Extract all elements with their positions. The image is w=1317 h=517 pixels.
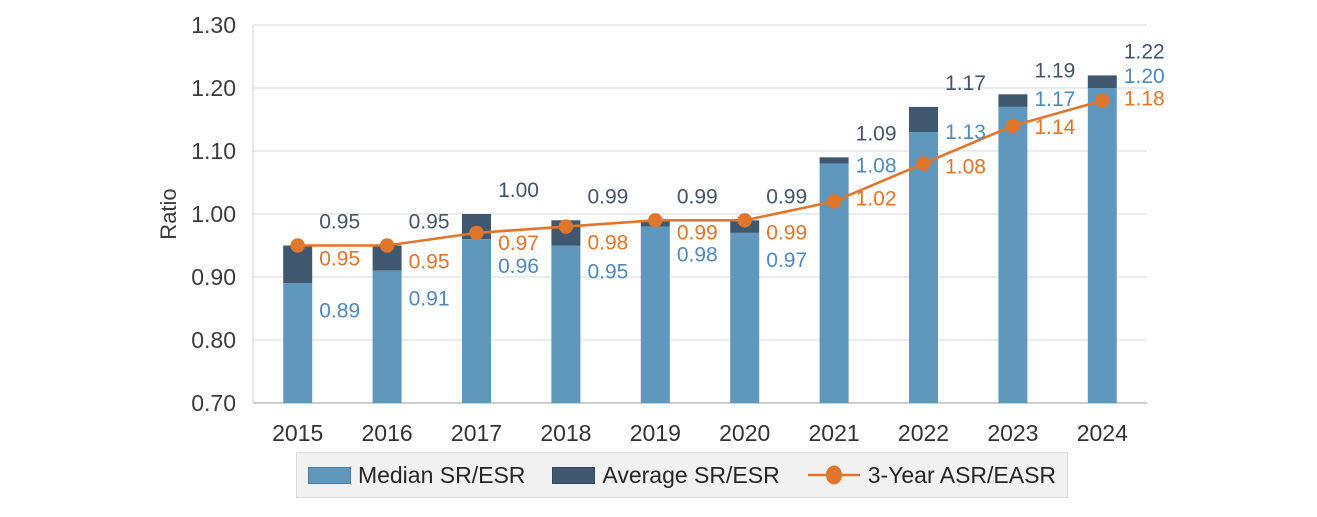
data-label-median: 1.13 — [945, 121, 986, 144]
x-tick-label: 2015 — [272, 420, 323, 446]
data-label-line: 1.08 — [945, 156, 986, 179]
bar-average-segment — [1087, 75, 1117, 88]
legend-item-median: Median SR/ESR — [307, 461, 526, 489]
data-label-average: 0.95 — [319, 211, 360, 234]
legend-item-average: Average SR/ESR — [552, 461, 780, 489]
data-label-line: 0.95 — [409, 251, 450, 274]
x-tick-label: 2020 — [719, 420, 770, 446]
data-label-median: 0.96 — [498, 255, 539, 278]
x-tick-label: 2024 — [1077, 420, 1128, 446]
trend-marker — [558, 219, 574, 234]
x-tick-label: 2022 — [898, 420, 949, 446]
data-label-median: 1.08 — [856, 155, 897, 178]
data-label-average: 0.95 — [409, 211, 450, 234]
bar-median-segment — [462, 239, 491, 403]
trend-marker — [1005, 118, 1021, 133]
line-marker-icon — [807, 464, 861, 486]
x-tick-label: 2021 — [809, 420, 860, 446]
data-label-median: 0.91 — [409, 288, 450, 311]
bar-average-segment — [998, 94, 1028, 107]
y-tick-label: 0.80 — [191, 327, 236, 353]
data-label-average: 1.17 — [945, 72, 986, 95]
legend-label-line: 3-Year ASR/EASR — [867, 461, 1057, 488]
x-tick-label: 2016 — [362, 420, 413, 446]
bar-average-segment — [819, 157, 849, 164]
y-tick-label: 1.20 — [191, 75, 236, 101]
data-label-median: 1.17 — [1034, 88, 1075, 111]
bar-average-segment — [909, 106, 938, 133]
trend-marker — [469, 225, 484, 241]
data-label-average: 1.00 — [498, 179, 539, 202]
bar-median-segment — [551, 245, 581, 403]
data-label-line: 1.18 — [1124, 88, 1165, 111]
data-label-average: 0.99 — [587, 185, 628, 208]
data-label-average: 1.09 — [856, 122, 897, 145]
y-tick-label: 0.90 — [191, 264, 236, 290]
x-tick-label: 2023 — [987, 420, 1038, 446]
data-label-average: 1.19 — [1034, 59, 1075, 82]
data-label-average: 0.99 — [766, 185, 807, 208]
legend-item-line: 3-Year ASR/EASR — [807, 462, 1056, 489]
data-label-line: 0.98 — [587, 232, 628, 255]
trend-marker — [379, 238, 395, 253]
data-label-average: 0.99 — [677, 185, 718, 208]
bar-median-segment — [730, 232, 760, 403]
bar-median-segment — [283, 283, 313, 403]
average-swatch-icon — [552, 466, 596, 484]
data-label-median: 0.89 — [319, 299, 360, 322]
trend-marker — [290, 238, 305, 253]
data-label-line: 1.14 — [1034, 116, 1075, 139]
data-label-median: 0.97 — [766, 249, 807, 272]
median-swatch-icon — [307, 466, 351, 484]
data-label-line: 1.02 — [856, 187, 897, 210]
trend-line — [297, 99, 1103, 247]
bar-median-segment — [909, 132, 938, 403]
data-label-line: 0.97 — [498, 232, 539, 255]
data-label-line: 0.99 — [677, 221, 718, 244]
data-label-median: 0.98 — [677, 244, 718, 267]
trend-marker — [826, 194, 842, 209]
x-tick-label: 2018 — [540, 420, 591, 446]
y-tick-label: 0.70 — [191, 390, 236, 416]
legend-label-average: Average SR/ESR — [602, 461, 780, 488]
y-axis-title: Ratio — [156, 188, 181, 239]
bar-median-segment — [372, 270, 402, 403]
chart-legend: Median SR/ESR Average SR/ESR 3-Year ASR/… — [296, 452, 1068, 498]
data-label-average: 1.22 — [1124, 40, 1165, 63]
trend-marker — [916, 156, 931, 171]
y-tick-label: 1.30 — [191, 12, 236, 38]
trend-marker — [737, 213, 752, 228]
data-label-median: 1.20 — [1124, 65, 1165, 88]
trend-marker — [648, 213, 663, 228]
data-label-line: 0.95 — [319, 248, 360, 271]
bar-median-segment — [640, 226, 670, 403]
legend-label-median: Median SR/ESR — [357, 461, 526, 488]
y-tick-label: 1.10 — [191, 138, 236, 164]
x-tick-label: 2017 — [451, 420, 502, 446]
data-label-median: 0.95 — [587, 261, 628, 284]
trend-marker — [1095, 93, 1110, 108]
data-label-line: 0.99 — [766, 221, 807, 244]
bar-median-segment — [1087, 88, 1117, 403]
y-tick-label: 1.00 — [191, 201, 236, 227]
bar-median-segment — [998, 106, 1028, 404]
ratio-chart-plot: 0.70 0.80 0.90 1.00 1.10 1.20 1.30 Ratio 2015 201… — [156, 12, 1165, 446]
x-tick-label: 2019 — [630, 420, 681, 446]
